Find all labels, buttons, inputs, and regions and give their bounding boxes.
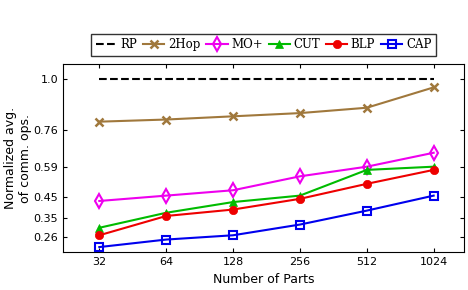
MO+ bbox=[163, 194, 169, 197]
MO+ bbox=[230, 188, 236, 192]
X-axis label: Number of Parts: Number of Parts bbox=[213, 273, 314, 286]
Line: BLP: BLP bbox=[95, 166, 438, 240]
RP bbox=[431, 77, 437, 81]
CUT bbox=[431, 165, 437, 168]
BLP bbox=[96, 233, 102, 237]
2Hop bbox=[297, 111, 303, 115]
2Hop bbox=[163, 118, 169, 121]
2Hop bbox=[230, 115, 236, 118]
Y-axis label: Normalized avg.
of comm. ops.: Normalized avg. of comm. ops. bbox=[4, 107, 32, 209]
RP bbox=[163, 77, 169, 81]
BLP bbox=[431, 168, 437, 172]
2Hop bbox=[364, 106, 370, 110]
MO+ bbox=[297, 175, 303, 178]
CAP bbox=[96, 245, 102, 249]
2Hop bbox=[431, 86, 437, 89]
BLP bbox=[163, 214, 169, 218]
CAP bbox=[230, 233, 236, 237]
BLP bbox=[297, 197, 303, 201]
RP bbox=[230, 77, 236, 81]
CUT bbox=[163, 211, 169, 215]
MO+ bbox=[96, 199, 102, 203]
CAP bbox=[431, 194, 437, 197]
RP bbox=[96, 77, 102, 81]
CUT bbox=[96, 226, 102, 229]
BLP bbox=[364, 182, 370, 186]
RP bbox=[364, 77, 370, 81]
CAP bbox=[163, 238, 169, 241]
Legend: RP, 2Hop, MO+, CUT, BLP, CAP: RP, 2Hop, MO+, CUT, BLP, CAP bbox=[91, 34, 436, 56]
CAP bbox=[364, 209, 370, 212]
MO+ bbox=[364, 165, 370, 168]
Line: CAP: CAP bbox=[95, 191, 438, 251]
Line: MO+: MO+ bbox=[95, 148, 439, 206]
MO+ bbox=[431, 151, 437, 155]
Line: CUT: CUT bbox=[95, 162, 438, 232]
CUT bbox=[364, 168, 370, 172]
BLP bbox=[230, 208, 236, 211]
Line: 2Hop: 2Hop bbox=[95, 83, 438, 126]
CUT bbox=[297, 194, 303, 197]
2Hop bbox=[96, 120, 102, 124]
RP bbox=[297, 77, 303, 81]
CUT bbox=[230, 200, 236, 204]
CAP bbox=[297, 223, 303, 226]
